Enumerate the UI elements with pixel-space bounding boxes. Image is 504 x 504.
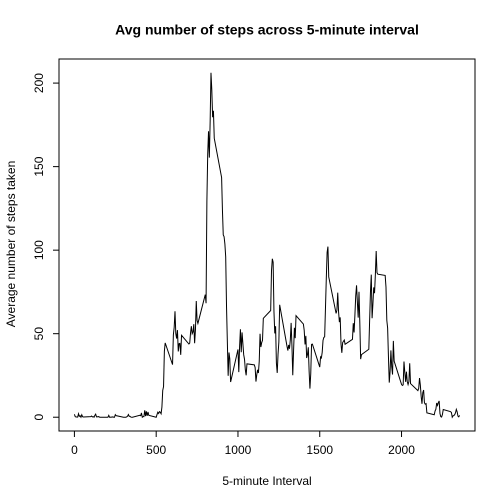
chart-title: Avg number of steps across 5-minute inte… bbox=[115, 22, 419, 38]
y-tick-label: 50 bbox=[32, 327, 46, 341]
x-axis-label: 5-minute Interval bbox=[222, 474, 311, 488]
y-tick-label: 100 bbox=[32, 240, 46, 260]
y-tick-label: 150 bbox=[32, 156, 46, 176]
plot-frame bbox=[58, 58, 476, 432]
y-tick-label: 200 bbox=[32, 73, 46, 93]
x-tick-label: 2000 bbox=[388, 443, 415, 457]
y-axis-label: Average number of steps taken bbox=[4, 161, 18, 328]
x-tick-label: 500 bbox=[146, 443, 166, 457]
line bbox=[73, 72, 461, 419]
y-tick-label: 0 bbox=[32, 414, 46, 421]
x-tick-label: 1000 bbox=[225, 443, 252, 457]
x-tick-label: 0 bbox=[71, 443, 78, 457]
x-tick-label: 1500 bbox=[306, 443, 333, 457]
